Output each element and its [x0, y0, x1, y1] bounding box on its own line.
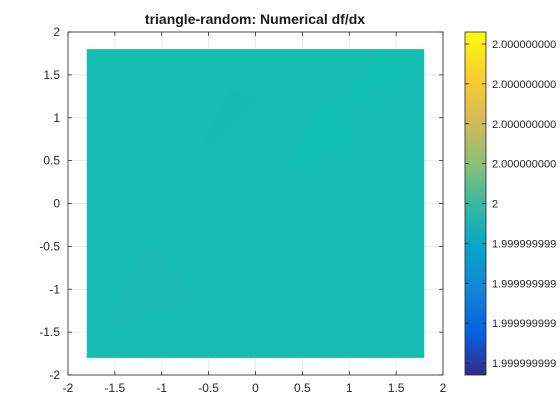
colorbar-tick-label: 2.000000000: [492, 79, 556, 91]
colorbar-tick-label: 2.000000000: [492, 119, 556, 131]
heatmap-surface: [86, 49, 425, 358]
x-tick-label: 1: [346, 381, 353, 395]
y-tick-label: 1.5: [43, 68, 60, 82]
colorbar-tick-label: 2: [492, 199, 498, 211]
colorbar-tick-label: 1.999999999: [492, 238, 556, 250]
y-tick-label: 2: [53, 25, 60, 39]
y-tick-label: 0: [53, 197, 60, 211]
colorbar-tick-label: 2.000000000: [492, 39, 556, 51]
y-tick-label: -2: [49, 368, 60, 382]
y-tick-label: 1: [53, 111, 60, 125]
x-tick-label: -2: [63, 381, 74, 395]
colorbar-tick-label: 1.999999999: [492, 358, 556, 370]
x-tick-label: -1: [156, 381, 167, 395]
heatmap-texture: [100, 50, 420, 330]
x-axis-ticks: -2 -1.5 -1 -0.5 0 0.5 1 1.5 2: [63, 32, 447, 395]
colorbar: 2.000000000 2.000000000 2.000000000 2.00000…: [464, 31, 556, 376]
colorbar-tick-label: 1.999999999: [492, 318, 556, 330]
x-tick-label: 0.5: [294, 381, 311, 395]
y-tick-label: -1.5: [39, 325, 60, 339]
y-tick-label: -0.5: [39, 239, 60, 253]
chart-title: triangle-random: Numerical df/dx: [145, 11, 365, 27]
x-tick-label: 0: [252, 381, 259, 395]
x-tick-label: 1.5: [388, 381, 405, 395]
colorbar-ticks: 2.000000000 2.000000000 2.000000000 2.00000…: [465, 39, 556, 370]
colorbar-tick-label: 2.000000000: [492, 159, 556, 171]
colorbar-tick-label: 1.999999999: [492, 278, 556, 290]
y-tick-label: -1: [49, 282, 60, 296]
x-tick-label: 2: [440, 381, 447, 395]
x-tick-label: -0.5: [198, 381, 219, 395]
y-axis-ticks: -2 -1.5 -1 -0.5 0 0.5 1 1.5 2: [39, 25, 443, 382]
x-tick-label: -1.5: [105, 381, 126, 395]
y-tick-label: 0.5: [43, 154, 60, 168]
